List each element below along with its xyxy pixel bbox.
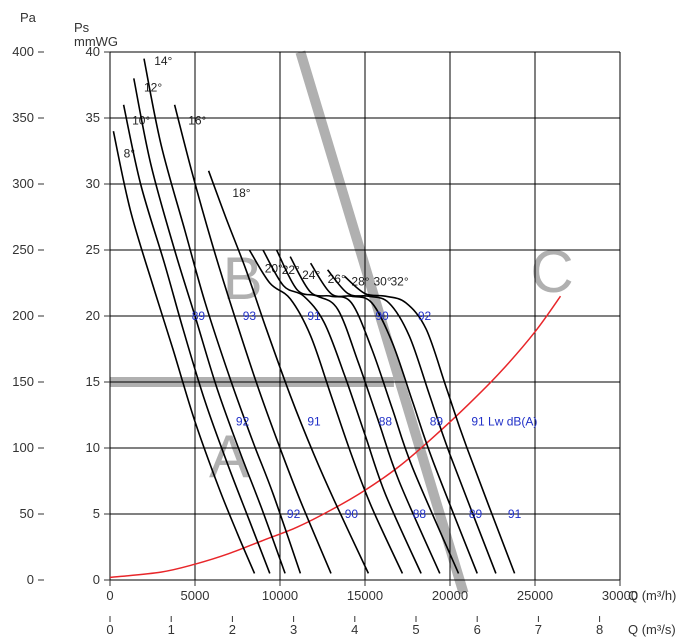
db-label: 90 <box>375 309 389 323</box>
db-label: 92 <box>287 507 301 521</box>
x2-tick: 3 <box>290 622 297 637</box>
fan-performance-chart: ABC050100150200250300350400Pa05101520253… <box>0 0 678 644</box>
x1-tick: 20000 <box>432 588 468 603</box>
x1-tick: 10000 <box>262 588 298 603</box>
mm-tick: 5 <box>93 506 100 521</box>
angle-label: 30° <box>374 275 392 289</box>
mm-tick: 20 <box>86 308 100 323</box>
x1-tick: 15000 <box>347 588 383 603</box>
mm-tick: 15 <box>86 374 100 389</box>
angle-label: 28° <box>351 275 369 289</box>
angle-label: 16° <box>188 114 206 128</box>
db-label: 89 <box>192 309 206 323</box>
x1-tick: 5000 <box>181 588 210 603</box>
x2-tick: 1 <box>168 622 175 637</box>
db-label: 91 <box>307 309 321 323</box>
x2-label: Q (m³/s) <box>628 622 676 637</box>
angle-label: 32° <box>391 275 409 289</box>
x1-label: Q (m³/h) <box>628 588 676 603</box>
db-label: 92 <box>418 309 432 323</box>
zone-letter: C <box>530 238 573 305</box>
pa-tick: 0 <box>27 572 34 587</box>
x1-tick: 25000 <box>517 588 553 603</box>
db-label: 89 <box>430 415 444 429</box>
x1-tick: 0 <box>106 588 113 603</box>
db-label: 88 <box>413 507 427 521</box>
x2-tick: 0 <box>106 622 113 637</box>
zone-letter: A <box>209 423 249 490</box>
x2-tick: 4 <box>351 622 358 637</box>
x2-tick: 2 <box>229 622 236 637</box>
ps-label: Ps <box>74 20 90 35</box>
db-label: 93 <box>243 309 257 323</box>
pa-tick: 400 <box>12 44 34 59</box>
mmwg-label: mmWG <box>74 34 118 49</box>
angle-label: 20° <box>265 261 283 275</box>
mm-tick: 30 <box>86 176 100 191</box>
mm-tick: 25 <box>86 242 100 257</box>
pa-tick: 150 <box>12 374 34 389</box>
pa-tick: 200 <box>12 308 34 323</box>
pa-tick: 100 <box>12 440 34 455</box>
pa-label: Pa <box>20 10 37 25</box>
angle-label: 12° <box>144 81 162 95</box>
bg <box>0 0 678 644</box>
x2-tick: 7 <box>535 622 542 637</box>
mm-tick: 35 <box>86 110 100 125</box>
db-label: 92 <box>236 415 250 429</box>
mm-tick: 0 <box>93 572 100 587</box>
db-label: 89 <box>469 507 483 521</box>
pa-tick: 250 <box>12 242 34 257</box>
db-label: 91 Lw dB(A) <box>471 415 537 429</box>
db-label: 88 <box>379 415 393 429</box>
x2-tick: 8 <box>596 622 603 637</box>
pa-tick: 350 <box>12 110 34 125</box>
mm-tick: 10 <box>86 440 100 455</box>
pa-tick: 300 <box>12 176 34 191</box>
db-label: 90 <box>345 507 359 521</box>
x2-tick: 6 <box>474 622 481 637</box>
angle-label: 18° <box>232 186 250 200</box>
db-label: 91 <box>508 507 522 521</box>
pa-tick: 50 <box>20 506 34 521</box>
angle-label: 14° <box>154 54 172 68</box>
db-label: 91 <box>307 415 321 429</box>
x2-tick: 5 <box>412 622 419 637</box>
